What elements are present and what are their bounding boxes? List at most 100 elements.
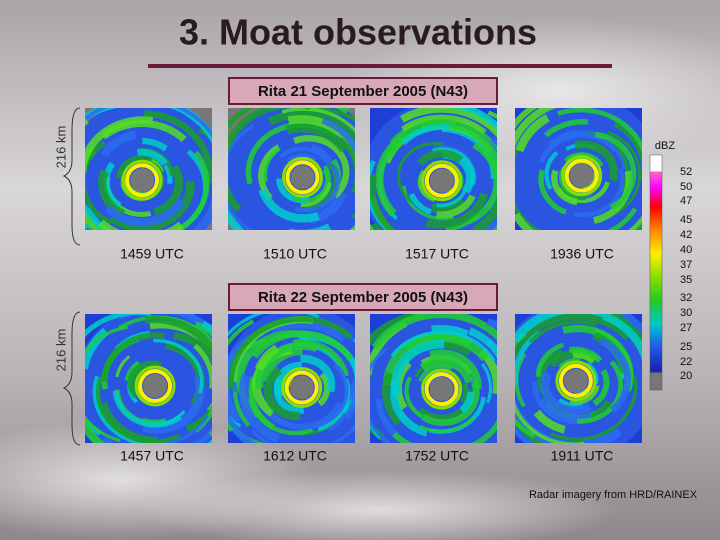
rainband [85,327,109,370]
scale-label: 216 km [53,126,68,169]
rainband [289,223,331,230]
row-label: Rita 21 September 2005 (N43) [258,83,468,100]
radar-content [370,108,497,230]
colorbar-label: 50 [680,181,692,193]
rainband [515,113,550,153]
rainband [228,108,311,213]
rainband [370,347,393,443]
eyewall [424,372,459,407]
rainband [540,371,593,416]
rainband [592,368,610,407]
rainband [515,401,585,443]
rainband [613,121,642,182]
cloud [140,470,620,540]
rainband [401,114,487,135]
eyewall-outer [121,159,163,201]
rainband [594,131,637,210]
eyewall-outer [281,156,323,198]
rainband [343,380,355,420]
radar-content [515,108,642,230]
rainband [371,222,382,230]
rainband [300,354,336,393]
eyewall-outer [421,368,463,410]
rainband [515,314,631,362]
eyewall [285,160,320,195]
rainband [557,108,642,154]
eye [429,168,454,193]
radar-content [228,108,355,230]
rainband [149,320,212,414]
rainband [85,197,212,230]
rainband [400,124,451,146]
radar-image [370,314,497,443]
rainband [274,361,302,399]
rainband [397,142,444,203]
rainband [432,147,476,186]
rainband [228,202,245,230]
radar-images: 1459 UTC 1510 UTC 1517 UTC 1936 UTC 1457 UTC… [85,108,642,464]
rainband [606,207,638,230]
radar-image [85,108,212,230]
rainband [627,215,642,230]
colorbar-unit: dBZ [655,140,675,152]
radar-content [515,314,642,443]
rainband [85,325,128,443]
rainband [250,424,355,443]
eyewall [284,370,319,405]
rainband [292,169,329,203]
rainband [538,132,618,164]
image-time: 1517 UTC [405,246,469,262]
rainband [430,197,466,214]
colorbar-label: 20 [680,370,692,382]
rainband [535,342,565,377]
rainband [136,148,168,167]
rainband [538,169,567,215]
colorbar-label: 52 [680,166,692,178]
colorbar-label: 32 [680,292,692,304]
rainband [482,137,497,230]
rainband [294,164,341,213]
rainband [418,364,453,382]
rainband [300,182,332,208]
rainband [285,123,348,153]
rainband [104,198,186,227]
rainband [550,375,638,442]
colorbar-label: 35 [680,274,692,286]
rainband [419,357,474,384]
rainband [108,180,195,230]
colorbar-label: 27 [680,322,692,334]
rainband [263,147,281,183]
eyewall [138,368,173,403]
rainband [85,314,152,436]
rainband [515,108,557,148]
rainband [153,338,204,394]
rainband [574,140,618,183]
rainband [370,160,391,230]
rainband [262,347,303,383]
eye [130,168,155,193]
rainband [228,316,353,390]
scale-brace [62,107,81,246]
rainband [115,355,131,378]
image-time: 1612 UTC [263,448,327,464]
rainband [551,169,578,206]
radar-image [228,108,355,230]
rainband [281,108,355,133]
rainband [568,346,603,364]
rainband [399,108,497,138]
rainband [544,150,559,190]
eyewall [564,158,599,193]
rainband [293,135,350,199]
rainband [103,161,122,209]
rainband [391,339,445,397]
rainband [436,194,476,219]
colorbar [649,154,663,391]
image-time: 1911 UTC [551,448,614,464]
row-label-box [228,77,498,105]
rainband [171,150,210,230]
rainband [98,169,126,218]
colorbar-labels: 52 50 47 45 42 40 37 35 32 30 27 25 22 20 [680,166,692,382]
rainband [385,119,457,159]
rainband [85,116,154,173]
